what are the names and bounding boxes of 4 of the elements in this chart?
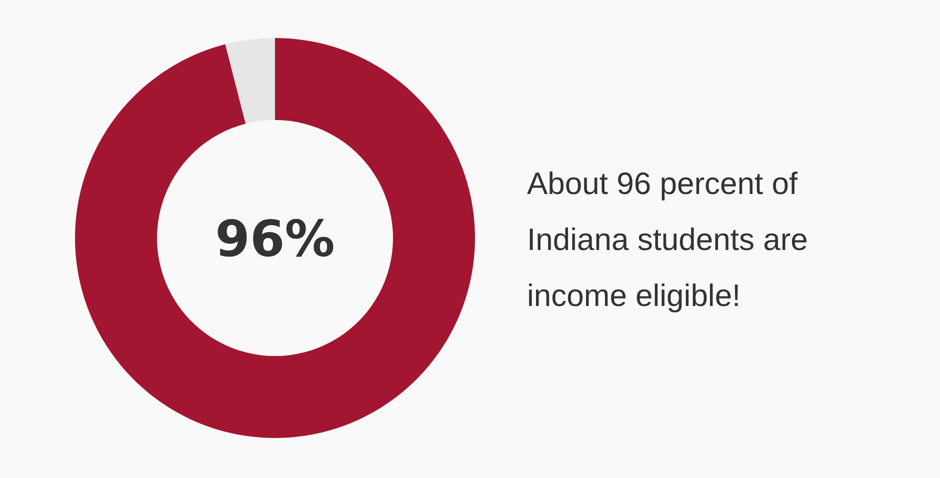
text: About 96 percent of Indiana students are income eligible! [527,166,808,313]
donut-slice [225,38,275,124]
data-label: 96% [215,210,335,268]
donut-slice [75,38,475,438]
